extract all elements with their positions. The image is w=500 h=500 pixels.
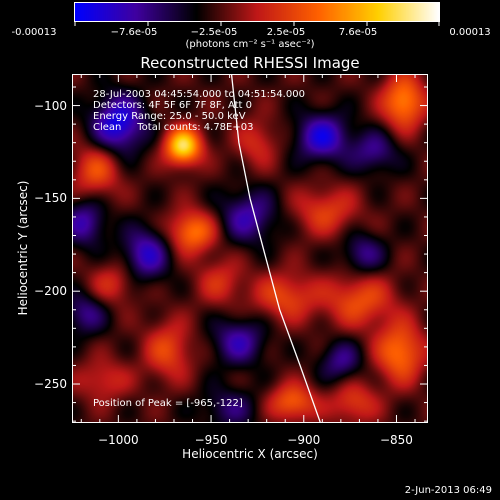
colorbar-units: (photons cm⁻² s⁻¹ asec⁻²) xyxy=(185,39,315,50)
colorbar-tick-label: -0.00013 xyxy=(11,27,57,38)
timestamp: 2-Jun-2013 06:49 xyxy=(404,485,492,496)
x-tick-label: −900 xyxy=(287,433,321,447)
colorbar-tick-label: −7.6e-05 xyxy=(110,27,158,38)
x-tick-label: −950 xyxy=(194,433,228,447)
solar-limb-line xyxy=(230,74,322,423)
heatmap-image xyxy=(72,74,428,423)
info-time-range: 28-Jul-2003 04:45:54.000 to 04:51:54.000 xyxy=(93,89,305,100)
plot-overlay xyxy=(72,74,428,423)
y-tick-label: −250 xyxy=(34,377,67,392)
x-tick-label: −850 xyxy=(379,433,413,447)
chart-title: Reconstructed RHESSI Image xyxy=(140,54,360,72)
y-tick-label: −100 xyxy=(34,98,67,113)
info-detectors: Detectors: 4F 5F 6F 7F 8F, Att 0 xyxy=(93,100,253,111)
colorbar-tick-label: 2.5e-05 xyxy=(266,27,306,38)
colorbar-tick-label: −2.5e-05 xyxy=(190,27,238,38)
plot-frame xyxy=(72,74,428,423)
info-clean-counts: Clean Total counts: 4.78E+03 xyxy=(93,122,254,133)
colorbar xyxy=(74,2,440,22)
y-axis-label: Heliocentric Y (arcsec) xyxy=(16,180,30,316)
info-energy-range: Energy Range: 25.0 - 50.0 keV xyxy=(93,111,246,122)
colorbar-ticks xyxy=(74,21,440,26)
y-tick-label: −200 xyxy=(34,284,67,299)
x-axis-label: Heliocentric X (arcsec) xyxy=(182,447,318,461)
x-tick-label: −1000 xyxy=(98,433,139,447)
y-tick-label: −150 xyxy=(34,191,67,206)
colorbar-tick-label: 0.00013 xyxy=(449,27,491,38)
peak-position: Position of Peak = [-965,-122] xyxy=(93,398,243,409)
colorbar-tick-label: 7.6e-05 xyxy=(338,27,378,38)
